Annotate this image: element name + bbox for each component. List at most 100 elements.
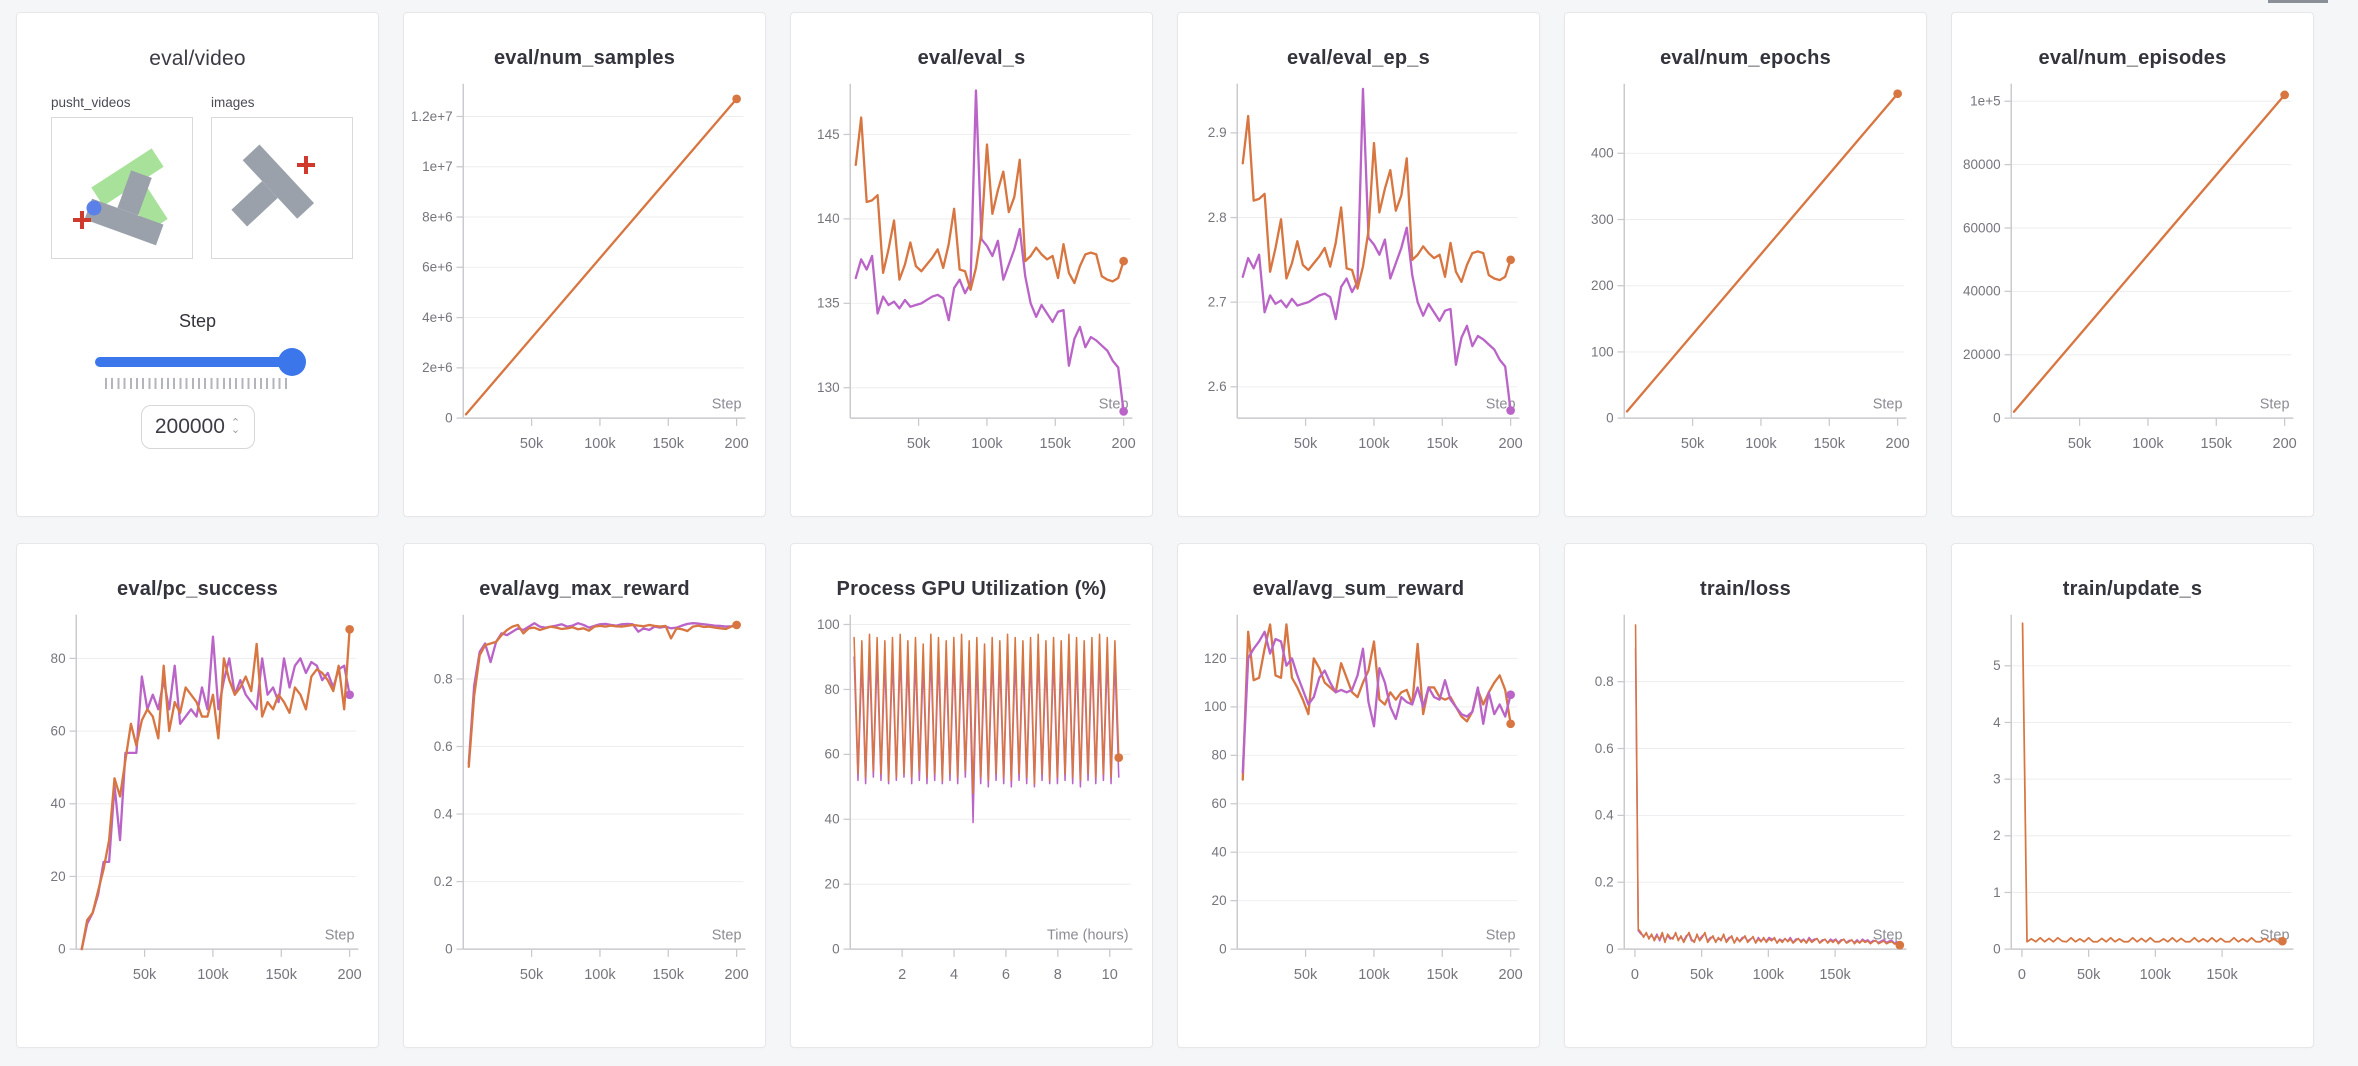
chart-canvas[interactable]: 0 0.2 0.4 0.6 0.8 50k 100k 150k 200 Step (409, 609, 761, 1010)
chart-title: train/update_s (2062, 578, 2203, 600)
chart-panel-eval-eval-s: eval/eval_s 130 135 140 145 50k 100k 150k 200 St… (790, 12, 1153, 517)
svg-text:1e+5: 1e+5 (1970, 94, 2000, 109)
chart-panel-eval-num-samples: eval/num_samples 0 2e+6 4e+6 6e+6 8e+6 1e+7 1.… (403, 12, 766, 517)
step-slider[interactable] (95, 348, 306, 376)
end-point-run-purple (1505, 690, 1515, 700)
svg-text:40: 40 (824, 812, 839, 827)
series-run-orange (2021, 622, 2283, 943)
svg-text:40000: 40000 (1963, 284, 2001, 299)
chart-canvas[interactable]: 0 0.2 0.4 0.6 0.8 0 50k 100k 150k Step (1570, 609, 1922, 1010)
svg-text:4e+6: 4e+6 (422, 310, 452, 325)
series-run-orange (2012, 93, 2286, 413)
svg-text:0: 0 (58, 941, 66, 956)
chart-canvas[interactable]: 0 20000 40000 60000 80000 1e+5 50k 100k 150k 200 S… (1957, 78, 2309, 479)
chart-title: eval/num_episodes (2038, 47, 2227, 69)
svg-text:50k: 50k (1293, 436, 1317, 452)
pusht-video-thumbnail[interactable] (51, 117, 193, 259)
svg-text:2.7: 2.7 (1207, 295, 1226, 310)
svg-text:60: 60 (1211, 796, 1226, 811)
chart-panel-eval-pc-success: eval/pc_success 0 20 40 60 80 50k 100k 150k 200 S… (16, 543, 379, 1048)
chart-title: train/loss (1700, 578, 1791, 600)
series-run-orange (464, 97, 738, 416)
svg-text:150k: 150k (265, 967, 297, 983)
svg-text:135: 135 (817, 296, 840, 311)
series-run-orange (1241, 623, 1512, 781)
chart-panel-eval-avg-sum-reward: eval/avg_sum_reward 0 20 40 60 80 100 120 50k 10… (1177, 543, 1540, 1048)
svg-text:130: 130 (817, 380, 840, 395)
svg-text:Step: Step (711, 396, 741, 412)
agent-dot (86, 200, 102, 216)
slider-tick-marks (104, 378, 291, 389)
svg-text:0: 0 (445, 410, 453, 425)
chart-title: eval/num_epochs (1660, 47, 1831, 69)
chart-canvas[interactable]: 0 20 40 60 80 50k 100k 150k 200 Step (22, 609, 374, 1010)
chart-canvas[interactable]: 0 100 200 300 400 50k 100k 150k 200 Step (1570, 78, 1922, 479)
svg-text:50k: 50k (519, 967, 543, 983)
svg-text:150k: 150k (1819, 967, 1851, 983)
media-panel-title: eval/video (149, 47, 246, 70)
series-run-orange (854, 116, 1125, 291)
svg-text:40: 40 (50, 796, 65, 811)
svg-text:0.4: 0.4 (433, 806, 452, 821)
stepper-up-icon[interactable]: ⌃ (230, 417, 241, 429)
series-run-orange (852, 633, 1120, 795)
svg-text:0: 0 (445, 941, 453, 956)
svg-text:2.9: 2.9 (1207, 125, 1226, 140)
svg-text:60000: 60000 (1963, 220, 2001, 235)
svg-text:Step: Step (1485, 927, 1515, 943)
svg-text:100k: 100k (1752, 967, 1784, 983)
media-label: images (211, 95, 255, 110)
end-point-run-orange (731, 94, 741, 104)
svg-text:0.8: 0.8 (433, 671, 452, 686)
svg-text:100k: 100k (2139, 967, 2171, 983)
svg-text:50k: 50k (1680, 436, 1704, 452)
svg-text:0: 0 (1219, 941, 1227, 956)
svg-text:0.2: 0.2 (433, 874, 452, 889)
stepper-down-icon[interactable]: ⌄ (230, 424, 241, 436)
end-point-run-purple (1118, 407, 1128, 416)
svg-text:1: 1 (1993, 885, 2001, 900)
svg-text:1e+7: 1e+7 (422, 159, 452, 174)
svg-text:100k: 100k (197, 967, 229, 983)
images-thumbnail[interactable] (211, 117, 353, 259)
svg-text:50k: 50k (1293, 967, 1317, 983)
end-point-run-orange (1894, 940, 1904, 950)
series-run-purple (467, 622, 738, 765)
svg-text:100k: 100k (2132, 436, 2164, 452)
svg-text:150k: 150k (2206, 967, 2238, 983)
svg-text:150k: 150k (1426, 436, 1458, 452)
svg-text:200: 200 (1885, 436, 1909, 452)
svg-text:0.8: 0.8 (1594, 674, 1613, 689)
svg-text:10: 10 (1101, 967, 1117, 983)
slider-thumb[interactable] (278, 348, 306, 376)
svg-text:20000: 20000 (1963, 347, 2001, 362)
svg-text:0: 0 (1606, 941, 1614, 956)
svg-text:2.8: 2.8 (1207, 210, 1226, 225)
chart-canvas[interactable]: 0 2e+6 4e+6 6e+6 8e+6 1e+7 1.2e+7 50k 100k 150k 20… (409, 78, 761, 479)
chart-panel-eval-num-episodes: eval/num_episodes 0 20000 40000 60000 80000 1… (1951, 12, 2314, 517)
stepper-arrows[interactable]: ⌃ ⌄ (230, 417, 241, 436)
step-value-input[interactable]: 200000 ⌃ ⌄ (140, 405, 255, 449)
svg-text:8e+6: 8e+6 (422, 209, 452, 224)
end-point-run-orange (731, 620, 741, 630)
svg-text:20: 20 (824, 877, 839, 892)
series-run-orange (1625, 92, 1899, 413)
step-value[interactable]: 200000 (154, 415, 225, 438)
svg-text:2: 2 (898, 967, 906, 983)
chart-panel-eval-eval-ep-s: eval/eval_ep_s 2.6 2.7 2.8 2.9 50k 100k 150k 20… (1177, 12, 1540, 517)
svg-text:50k: 50k (519, 436, 543, 452)
svg-text:0.6: 0.6 (1594, 741, 1613, 756)
slider-track[interactable] (95, 357, 300, 367)
svg-text:6e+6: 6e+6 (422, 260, 452, 275)
gray-t-shape (231, 144, 315, 227)
series-run-purple (1241, 87, 1512, 412)
end-point-run-orange (344, 624, 354, 634)
end-point-run-orange (1118, 256, 1128, 266)
chart-canvas[interactable]: 0 20 40 60 80 100 120 50k 100k 150k 200 Step (1183, 609, 1535, 1010)
chart-canvas[interactable]: 0 20 40 60 80 100 2 4 6 8 10 Time (hours) (796, 609, 1148, 1010)
svg-text:400: 400 (1591, 146, 1614, 161)
svg-text:0: 0 (832, 941, 840, 956)
